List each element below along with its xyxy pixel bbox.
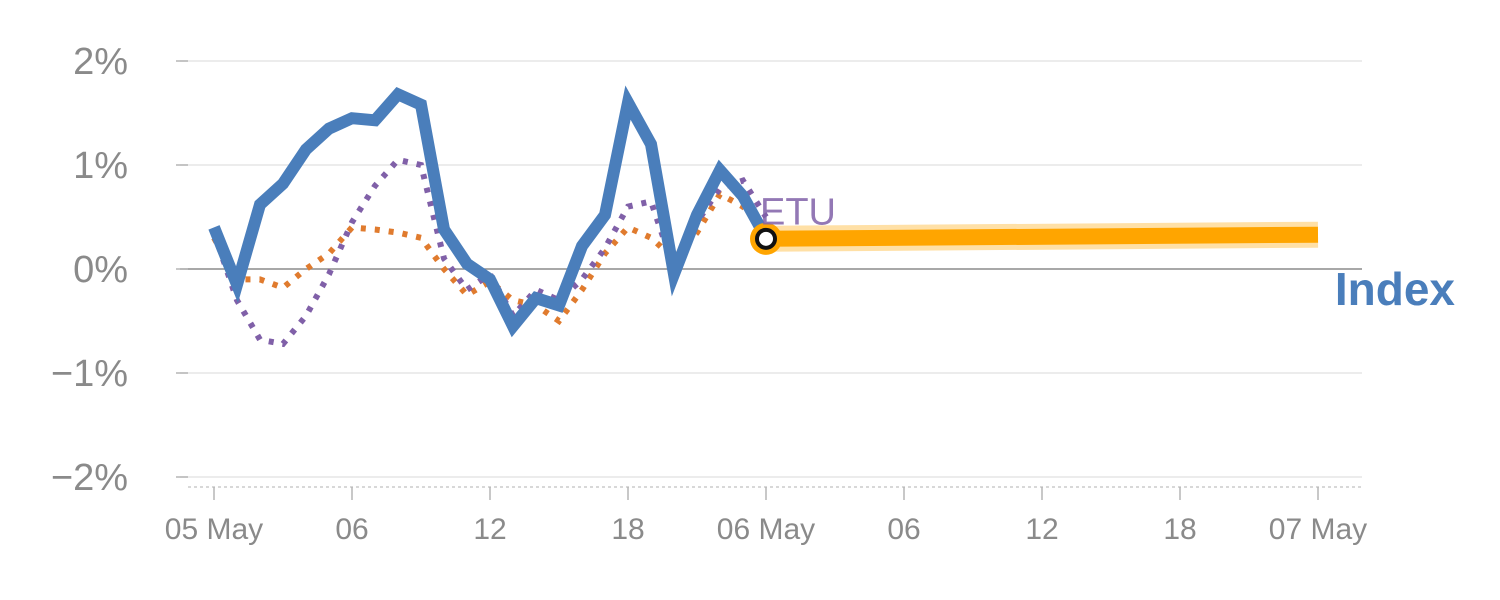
x-tick-label: 06 [335, 513, 368, 546]
y-tick-label: −2% [51, 457, 128, 499]
x-tick-label: 05 May [165, 513, 263, 546]
x-tick-label: 06 [887, 513, 920, 546]
y-tick-label: 0% [73, 249, 128, 291]
series-layer [208, 85, 1319, 348]
grid-layer [176, 60, 1362, 488]
x-tick-label: 06 May [717, 513, 815, 546]
x-tick-label: 18 [1163, 513, 1196, 546]
x-axis: 05 May 06 12 18 06 May 06 12 18 07 May [165, 487, 1367, 546]
x-tick-label: 18 [611, 513, 644, 546]
current-point-marker [755, 227, 777, 250]
y-tick-label: −1% [51, 353, 128, 395]
x-tick-label: 07 May [1269, 513, 1367, 546]
y-axis: 2% 1% 0% −1% −2% [51, 41, 128, 499]
label-layer: ETU Index [760, 191, 1455, 315]
series-label-index: Index [1335, 263, 1456, 315]
marker-layer [750, 222, 782, 255]
y-tick-label: 1% [73, 145, 128, 187]
series-label-etu: ETU [760, 191, 836, 233]
series-line-index [208, 85, 772, 338]
forecast-band [765, 226, 1319, 247]
x-tick-label: 12 [1025, 513, 1058, 546]
x-tick-label: 12 [473, 513, 506, 546]
y-tick-label: 2% [73, 41, 128, 83]
